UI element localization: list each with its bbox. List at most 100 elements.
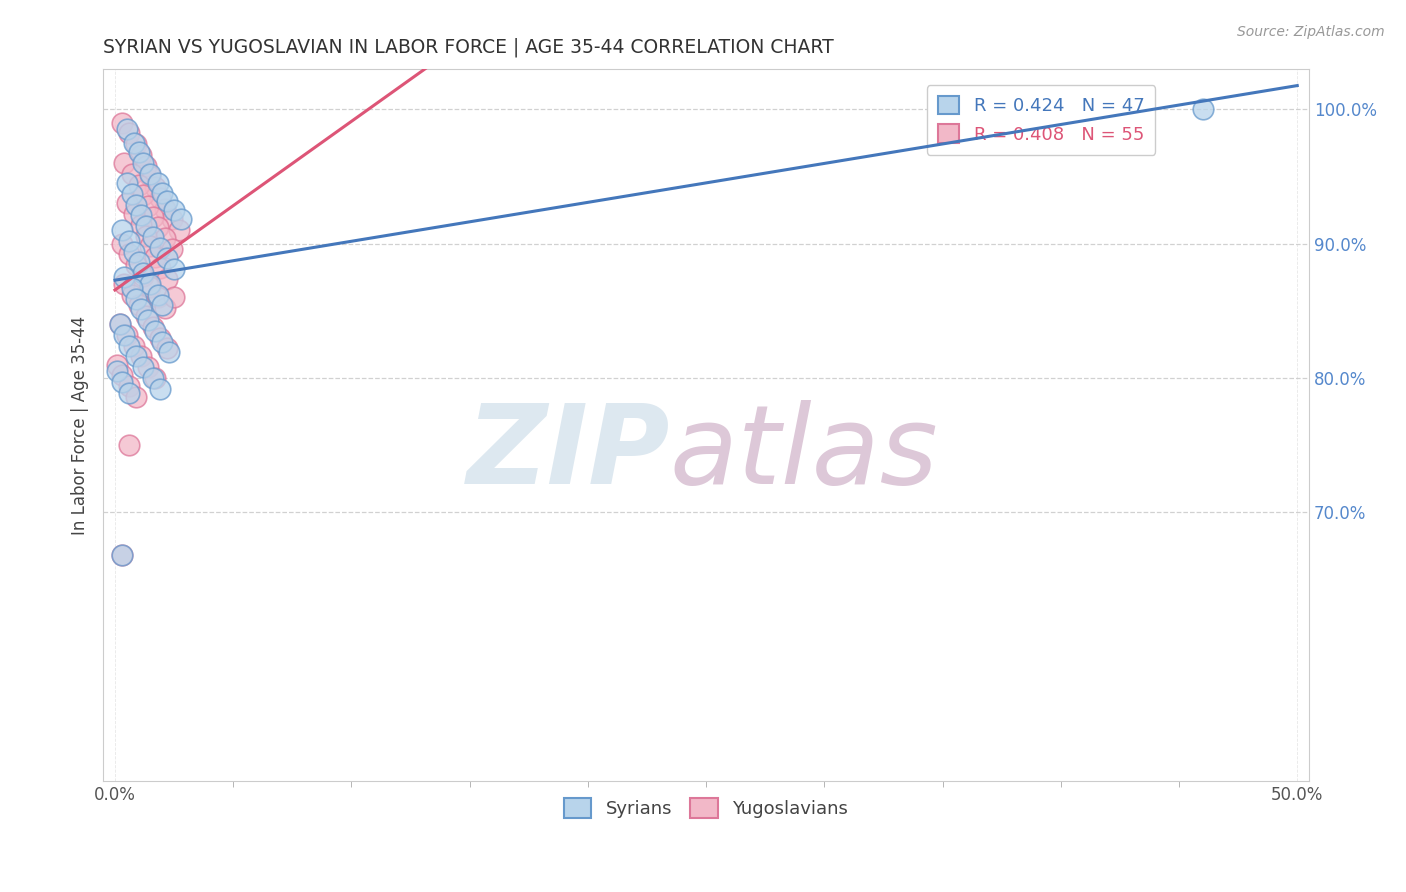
Point <box>146 290 169 304</box>
Point <box>170 212 193 227</box>
Point <box>139 169 162 184</box>
Point <box>115 196 138 211</box>
Point <box>112 156 135 170</box>
Point <box>1191 103 1213 117</box>
Point <box>111 549 134 563</box>
Point <box>118 385 141 400</box>
Point <box>125 258 148 272</box>
Point <box>143 250 166 264</box>
Point <box>121 287 143 301</box>
Point <box>156 194 179 208</box>
Point <box>135 159 157 173</box>
Point <box>122 339 145 353</box>
Point <box>111 116 134 130</box>
Point <box>143 324 166 338</box>
Point <box>149 241 172 255</box>
Point <box>125 350 148 364</box>
Point <box>153 231 176 245</box>
Point <box>129 218 152 232</box>
Point <box>128 298 150 312</box>
Text: ZIP: ZIP <box>467 400 669 507</box>
Point <box>139 279 162 293</box>
Point <box>163 262 186 277</box>
Point <box>118 339 141 353</box>
Point <box>132 188 155 202</box>
Point <box>122 207 145 221</box>
Point <box>135 219 157 234</box>
Point <box>108 317 131 331</box>
Point <box>136 360 159 375</box>
Point <box>139 277 162 291</box>
Point <box>105 364 128 378</box>
Point <box>108 317 131 331</box>
Point <box>118 234 141 248</box>
Point <box>125 197 148 211</box>
Point <box>163 202 186 217</box>
Point <box>129 148 152 162</box>
Point <box>146 220 169 235</box>
Point <box>163 290 186 304</box>
Point <box>136 313 159 327</box>
Point <box>150 298 173 312</box>
Y-axis label: In Labor Force | Age 35-44: In Labor Force | Age 35-44 <box>72 316 89 534</box>
Point <box>149 331 172 345</box>
Point <box>129 208 152 222</box>
Legend: Syrians, Yugoslavians: Syrians, Yugoslavians <box>557 791 855 825</box>
Point <box>118 438 141 452</box>
Point <box>135 309 157 323</box>
Text: SYRIAN VS YUGOSLAVIAN IN LABOR FORCE | AGE 35-44 CORRELATION CHART: SYRIAN VS YUGOSLAVIAN IN LABOR FORCE | A… <box>103 37 834 57</box>
Point <box>115 176 138 190</box>
Point <box>132 360 155 375</box>
Point <box>146 176 169 190</box>
Point <box>122 136 145 150</box>
Point <box>150 334 173 349</box>
Point <box>142 371 165 385</box>
Point <box>111 223 134 237</box>
Point <box>125 292 148 306</box>
Point <box>135 228 157 243</box>
Point <box>118 379 141 393</box>
Point <box>160 212 183 227</box>
Point <box>146 287 169 301</box>
Point <box>143 371 166 385</box>
Point <box>129 350 152 364</box>
Point <box>111 368 134 383</box>
Point <box>115 328 138 343</box>
Point <box>128 178 150 192</box>
Point <box>112 277 135 291</box>
Point <box>112 328 135 343</box>
Point <box>129 302 152 317</box>
Point <box>132 266 155 280</box>
Text: Source: ZipAtlas.com: Source: ZipAtlas.com <box>1237 25 1385 39</box>
Text: atlas: atlas <box>669 400 939 507</box>
Point <box>111 549 134 563</box>
Point <box>125 137 148 152</box>
Point <box>118 247 141 261</box>
Point <box>156 271 179 285</box>
Point <box>121 186 143 201</box>
Point <box>136 199 159 213</box>
Point <box>118 127 141 141</box>
Point <box>128 145 150 160</box>
Point <box>167 223 190 237</box>
Point <box>111 236 134 251</box>
Point <box>139 167 162 181</box>
Point <box>149 260 172 275</box>
Point <box>105 358 128 372</box>
Point <box>142 210 165 224</box>
Point <box>125 390 148 404</box>
Point <box>153 301 176 315</box>
Point <box>142 319 165 334</box>
Point <box>149 191 172 205</box>
Point <box>156 252 179 266</box>
Point <box>115 122 138 136</box>
Point <box>132 268 155 283</box>
Point <box>142 230 165 244</box>
Point <box>112 270 135 285</box>
Point <box>156 342 179 356</box>
Point <box>157 345 180 359</box>
Point <box>111 375 134 389</box>
Point <box>153 202 176 216</box>
Point <box>132 156 155 170</box>
Point <box>143 180 166 194</box>
